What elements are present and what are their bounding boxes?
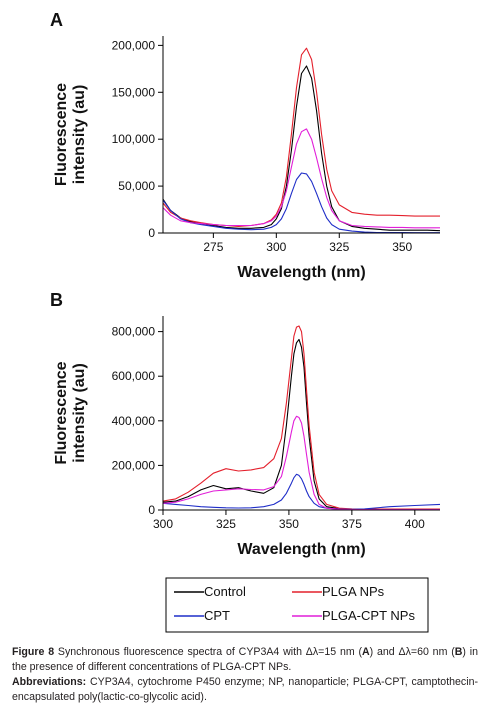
panel-label-b: B [50, 290, 63, 310]
caption-text-2: ) and Δλ=60 nm ( [369, 646, 455, 658]
caption-text-1: Synchronous fluorescence spectra of CYP3… [54, 646, 363, 658]
x-tick-label-b: 300 [153, 517, 173, 531]
x-tick-label-b: 350 [279, 517, 299, 531]
caption-main: Figure 8 Synchronous fluorescence spectr… [12, 645, 478, 675]
y-tick-label-a: 0 [148, 226, 155, 240]
figure-caption: Figure 8 Synchronous fluorescence spectr… [12, 645, 478, 705]
panel-b-chart: B 0 200,000 400,000 600,000 800,000 300 325 350 3… [50, 290, 441, 558]
y-axis-title-line-2-b: intensity (au) [71, 363, 88, 463]
y-tick-label-a: 100,000 [112, 132, 156, 146]
y-axis-title-line-1-b: Fluorescence [53, 361, 70, 464]
panel-a-chart: A 0 50,000 100,000 150,000 200,000 275 300 325 35… [50, 10, 441, 281]
y-tick-label-b: 800,000 [112, 325, 156, 339]
legend-label-plga-cpt-nps: PLGA-CPT NPs [322, 608, 415, 623]
legend: Control PLGA NPs CPT PLGA-CPT NPs [165, 577, 429, 633]
x-tick-label-a: 300 [266, 240, 286, 254]
figure-canvas: A 0 50,000 100,000 150,000 200,000 275 300 325 35… [50, 10, 441, 633]
x-tick-label-b: 325 [216, 517, 236, 531]
series-line-plga-cpt-nps-a [162, 128, 440, 229]
caption-bold-b: B [454, 646, 463, 658]
y-tick-label-b: 0 [148, 503, 155, 517]
series-line-plga-nps-b [162, 325, 440, 510]
x-axis-title-b: Wavelength (nm) [237, 541, 365, 558]
x-tick-label-a: 350 [392, 240, 412, 254]
x-tick-label-a: 275 [203, 240, 223, 254]
caption-text-3: ) in the presence of different concentra… [12, 646, 478, 673]
panel-label-a: A [50, 10, 63, 30]
y-tick-label-a: 150,000 [112, 85, 156, 99]
legend-label-control: Control [204, 584, 246, 599]
abbreviations-label: Abbreviations: [12, 676, 87, 688]
y-tick-label-b: 200,000 [112, 458, 156, 472]
y-tick-label-b: 600,000 [112, 369, 156, 383]
abbreviations-text: CYP3A4, cytochrome P450 enzyme; NP, nano… [12, 676, 478, 703]
caption-abbreviations: Abbreviations: CYP3A4, cytochrome P450 e… [12, 675, 478, 705]
caption-bold-a: A [362, 646, 370, 658]
series-line-cpt-a [162, 172, 440, 234]
y-axis-title-line-1-a: Fluorescence [53, 83, 70, 186]
series-line-plga-cpt-nps-b [162, 415, 440, 511]
x-tick-label-b: 375 [342, 517, 362, 531]
figure-label: Figure 8 [12, 646, 55, 658]
x-tick-label-a: 325 [329, 240, 349, 254]
x-tick-label-b: 400 [405, 517, 425, 531]
legend-label-plga-nps: PLGA NPs [322, 584, 385, 599]
series-line-control-a [162, 65, 441, 232]
y-tick-label-b: 400,000 [112, 414, 156, 428]
y-tick-label-a: 200,000 [112, 38, 156, 52]
y-axis-title-line-2-a: intensity (au) [71, 85, 88, 185]
y-tick-label-a: 50,000 [118, 179, 155, 193]
legend-box [165, 577, 429, 633]
x-axis-title-a: Wavelength (nm) [237, 264, 365, 281]
legend-label-cpt: CPT [204, 608, 230, 623]
